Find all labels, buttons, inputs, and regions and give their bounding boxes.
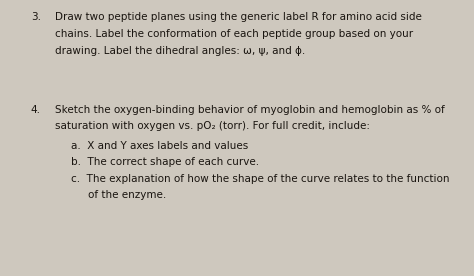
Text: 3.: 3. [31, 12, 41, 22]
Text: c.  The explanation of how the shape of the curve relates to the function: c. The explanation of how the shape of t… [71, 174, 450, 184]
Text: Sketch the oxygen-binding behavior of myoglobin and hemoglobin as % of: Sketch the oxygen-binding behavior of my… [55, 105, 444, 115]
Text: 4.: 4. [31, 105, 41, 115]
Text: chains. Label the conformation of each peptide group based on your: chains. Label the conformation of each p… [55, 29, 413, 39]
Text: of the enzyme.: of the enzyme. [88, 190, 166, 200]
Text: Draw two peptide planes using the generic label R for amino acid side: Draw two peptide planes using the generi… [55, 12, 421, 22]
Text: a.  X and Y axes labels and values: a. X and Y axes labels and values [71, 141, 248, 151]
Text: drawing. Label the dihedral angles: ω, ψ, and ϕ.: drawing. Label the dihedral angles: ω, ψ… [55, 46, 305, 55]
Text: saturation with oxygen vs. pO₂ (torr). For full credit, include:: saturation with oxygen vs. pO₂ (torr). F… [55, 121, 370, 131]
Text: b.  The correct shape of each curve.: b. The correct shape of each curve. [71, 157, 259, 167]
